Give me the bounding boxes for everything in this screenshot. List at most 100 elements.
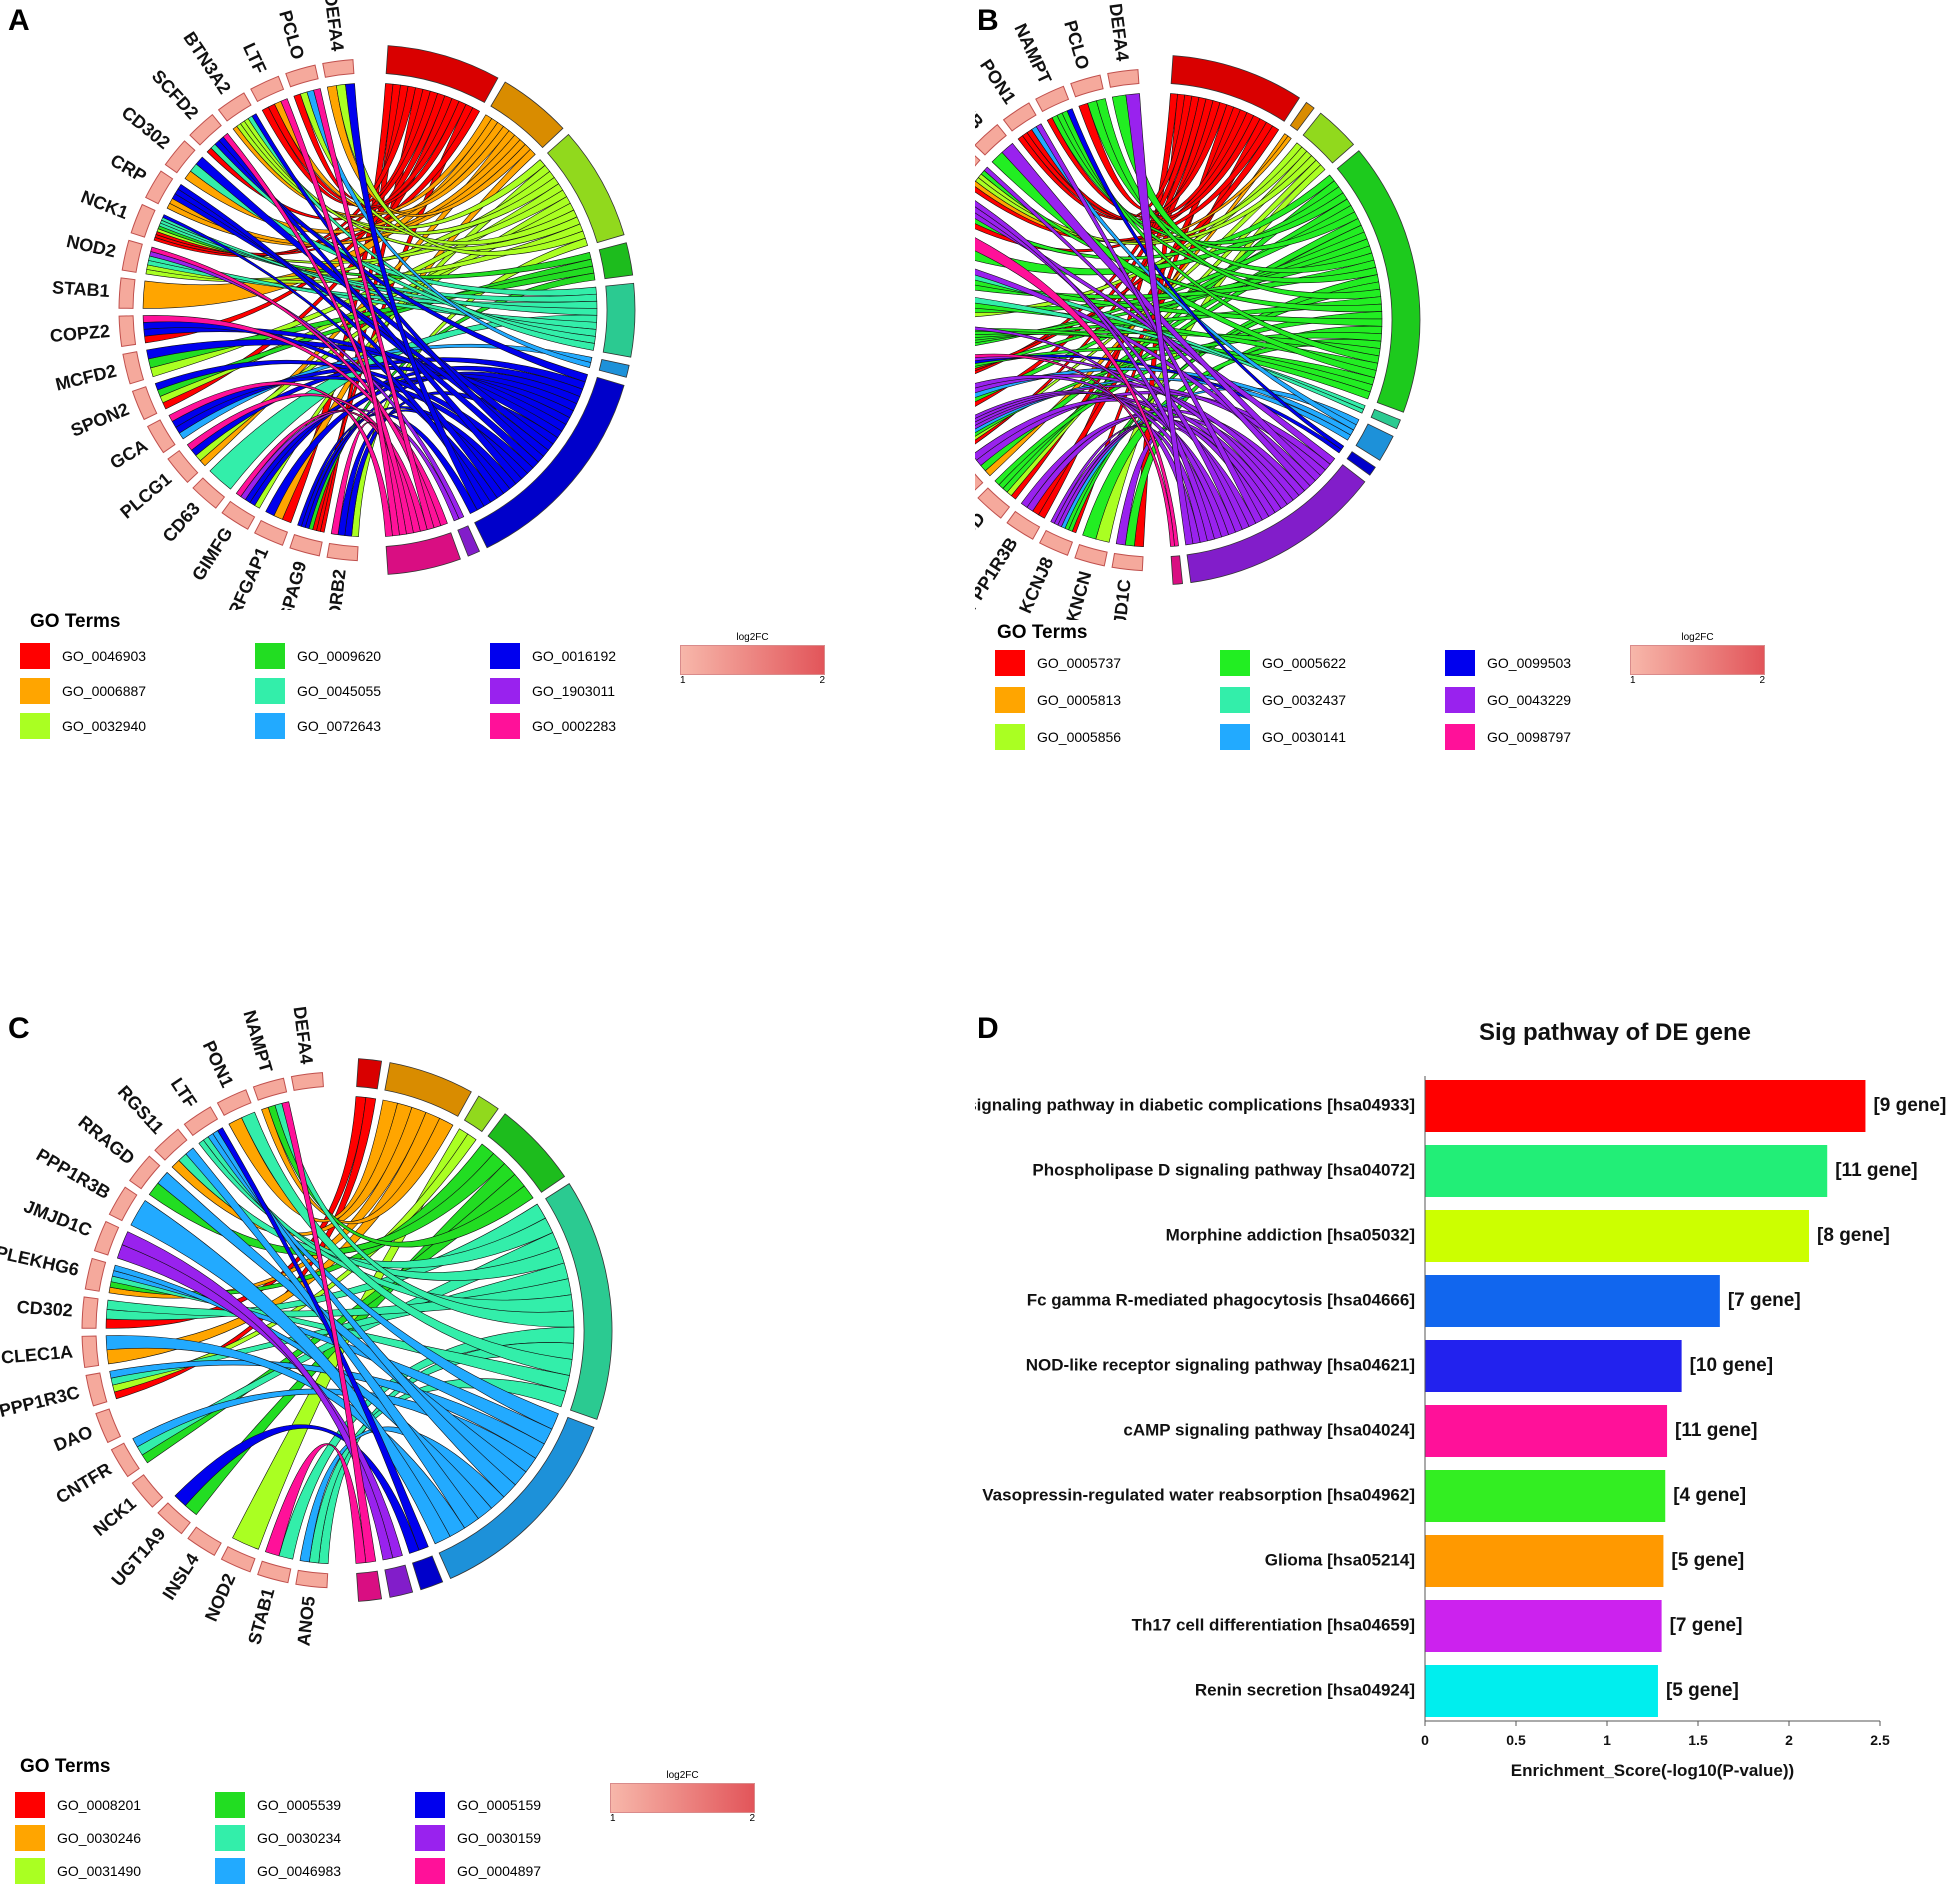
term-arc — [385, 532, 461, 575]
legend-label: GO_0072643 — [297, 718, 382, 734]
chord-diagram-b: DEFA4PCLONAMPTPON1NFRKBCAMTA2FAM19A2LTFL… — [975, 2, 1421, 620]
scale-min-b: 1 — [1630, 675, 1636, 686]
chord-link — [130, 1200, 451, 1545]
legend-item: GO_0005159 — [415, 1792, 541, 1818]
legend-item: GO_0030141 — [1220, 724, 1346, 750]
legend-label: GO_0045055 — [297, 683, 382, 699]
category-label: Glioma [hsa05214] — [1265, 1550, 1415, 1569]
gene-label: PLEKHG6 — [0, 1242, 81, 1280]
chord-link — [345, 83, 485, 511]
x-axis-label: Enrichment_Score(-log10(P-value)) — [1511, 1761, 1794, 1780]
gene-label: DEFA4 — [320, 0, 347, 52]
legend-label: GO_0030234 — [257, 1830, 342, 1846]
legend-label: GO_0002283 — [532, 718, 617, 734]
legend-item: GO_0005813 — [995, 687, 1121, 713]
gene-label: NFRKB — [975, 73, 987, 133]
gene-count-label: [7 gene] — [1728, 1290, 1801, 1311]
gene-label: PCLO — [1060, 18, 1093, 72]
chord-links — [975, 93, 1383, 548]
chord-link — [113, 1264, 492, 1520]
term-arc — [1289, 101, 1315, 132]
legend-label: GO_0005539 — [257, 1797, 342, 1813]
legend-item: GO_0030246 — [15, 1825, 141, 1851]
gene-arc — [187, 1526, 222, 1557]
legend-label: GO_0043229 — [1487, 692, 1572, 708]
chord-link — [186, 393, 428, 532]
bar — [1425, 1535, 1664, 1587]
gene-label: NOD2 — [65, 231, 118, 261]
legend-swatch — [15, 1858, 45, 1884]
legend-swatch — [215, 1825, 245, 1851]
legend-title-a: GO Terms — [30, 611, 121, 632]
chord-link — [241, 1111, 573, 1376]
chord-links — [105, 1096, 575, 1565]
gene-arc — [118, 277, 136, 309]
gene-label: COPZ2 — [49, 321, 110, 346]
pathway-bar-chart: Sig pathway of DE gene AGE-RAGE signaling… — [975, 1019, 1946, 1780]
gene-arc — [216, 1089, 252, 1116]
bar — [1425, 1470, 1666, 1522]
gene-label: PPP1R3B — [975, 534, 1022, 614]
gene-label: ADRB2 — [323, 568, 350, 610]
chord-link — [1115, 427, 1250, 546]
legend-item: GO_0031490 — [15, 1858, 141, 1884]
legend-item: GO_0008201 — [15, 1792, 141, 1818]
gene-label: GCA — [107, 435, 152, 473]
gene-label: PON1 — [976, 56, 1020, 108]
x-tick-label: 0 — [1421, 1732, 1429, 1748]
gene-label: STAB1 — [51, 277, 110, 301]
panel-letter-c: C — [8, 1012, 30, 1045]
term-arc — [1302, 112, 1355, 164]
legend-swatch — [20, 713, 50, 739]
legend-label: GO_0031490 — [57, 1863, 142, 1879]
gene-label: PCLO — [275, 8, 308, 62]
legend-label: GO_0046903 — [62, 648, 147, 664]
legend-label: GO_0098797 — [1487, 729, 1572, 745]
legend-item: GO_0043229 — [1445, 687, 1571, 713]
gene-arc — [975, 123, 1007, 156]
bar — [1425, 1405, 1668, 1457]
gene-label: NAMPT — [1010, 20, 1055, 86]
chord-link — [1096, 98, 1382, 300]
term-arc — [545, 1183, 613, 1420]
term-arc — [384, 1062, 472, 1117]
chord-diagram-c: DEFA4 NAMPTPON1LTFRGS11RRAGDPPP1R3BJMJD1C… — [0, 1005, 613, 1647]
legend-label: GO_0006887 — [62, 683, 147, 699]
category-label: Vasopressin-regulated water reabsorption… — [982, 1485, 1415, 1504]
log2fc-scale-a: log2FC 1 2 — [680, 632, 825, 686]
legend-swatch — [1445, 687, 1475, 713]
legend-swatch — [255, 643, 285, 669]
legend-swatch — [415, 1792, 445, 1818]
gene-label: CNTFR — [53, 1459, 116, 1508]
bar — [1425, 1145, 1828, 1197]
gene-label: MCFD2 — [53, 361, 118, 395]
gene-arc — [118, 315, 137, 348]
chord-link — [142, 315, 448, 527]
chord-link — [157, 1171, 527, 1486]
legend-item: GO_0030159 — [415, 1825, 541, 1851]
legend-item: GO_0009620 — [255, 643, 381, 669]
gene-count-label: [11 gene] — [1835, 1160, 1917, 1181]
gene-label: LTF — [239, 40, 270, 77]
legend-swatch — [490, 643, 520, 669]
chord-link — [330, 421, 407, 536]
term-arc — [1186, 464, 1366, 584]
chord-link — [1066, 108, 1345, 450]
category-label: Th17 cell differentiation [hsa04659] — [1132, 1615, 1415, 1634]
bar — [1425, 1340, 1682, 1392]
gene-label: SPON2 — [68, 399, 132, 441]
chord-link — [975, 297, 1366, 410]
gene-arc — [1006, 510, 1041, 540]
x-tick-label: 2.5 — [1870, 1732, 1890, 1748]
chord-link — [344, 391, 559, 537]
term-arc — [356, 1570, 383, 1602]
gene-label: DEFA4 — [289, 1005, 316, 1065]
legend-swatch — [1445, 724, 1475, 750]
gene-label: PON1 — [199, 1038, 238, 1091]
term-arc — [1336, 150, 1421, 413]
gene-label: KNCN — [1062, 569, 1095, 620]
legend-label: GO_0005622 — [1262, 655, 1347, 671]
chord-link — [975, 326, 1229, 538]
legend-item: GO_0046903 — [20, 643, 146, 669]
gene-label: KCNJ8 — [1015, 554, 1057, 616]
